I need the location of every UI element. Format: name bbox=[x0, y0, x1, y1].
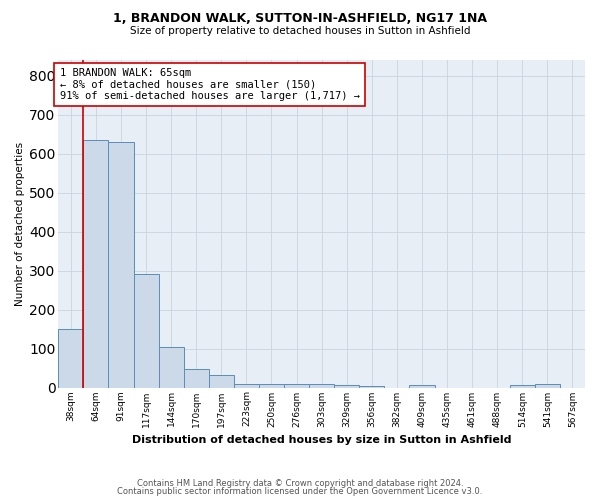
X-axis label: Distribution of detached houses by size in Sutton in Ashfield: Distribution of detached houses by size … bbox=[132, 435, 511, 445]
Text: Size of property relative to detached houses in Sutton in Ashfield: Size of property relative to detached ho… bbox=[130, 26, 470, 36]
Bar bbox=[259, 384, 284, 388]
Bar bbox=[510, 385, 535, 388]
Bar bbox=[134, 274, 158, 388]
Bar bbox=[83, 140, 109, 388]
Bar bbox=[184, 369, 209, 388]
Bar bbox=[234, 384, 259, 388]
Bar bbox=[284, 384, 309, 388]
Text: Contains public sector information licensed under the Open Government Licence v3: Contains public sector information licen… bbox=[118, 487, 482, 496]
Bar bbox=[158, 346, 184, 388]
Bar bbox=[535, 384, 560, 388]
Bar bbox=[109, 142, 134, 388]
Text: Contains HM Land Registry data © Crown copyright and database right 2024.: Contains HM Land Registry data © Crown c… bbox=[137, 478, 463, 488]
Bar bbox=[58, 329, 83, 388]
Y-axis label: Number of detached properties: Number of detached properties bbox=[15, 142, 25, 306]
Bar bbox=[359, 386, 385, 388]
Text: 1 BRANDON WALK: 65sqm
← 8% of detached houses are smaller (150)
91% of semi-deta: 1 BRANDON WALK: 65sqm ← 8% of detached h… bbox=[59, 68, 359, 101]
Bar bbox=[334, 385, 359, 388]
Text: 1, BRANDON WALK, SUTTON-IN-ASHFIELD, NG17 1NA: 1, BRANDON WALK, SUTTON-IN-ASHFIELD, NG1… bbox=[113, 12, 487, 26]
Bar bbox=[409, 385, 434, 388]
Bar bbox=[309, 384, 334, 388]
Bar bbox=[209, 375, 234, 388]
